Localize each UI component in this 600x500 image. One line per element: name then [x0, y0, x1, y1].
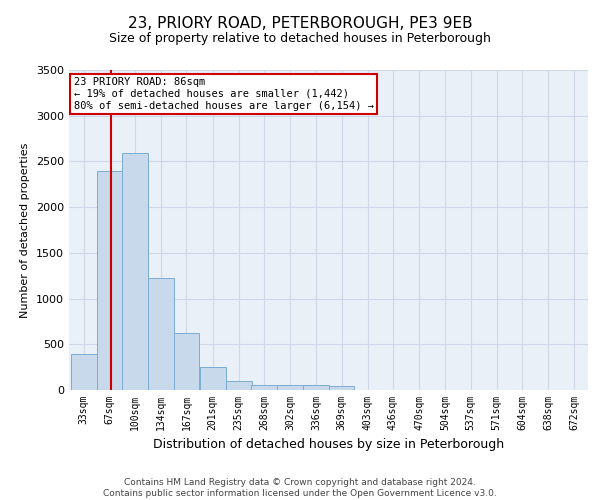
Bar — [71, 354, 97, 390]
Bar — [97, 170, 122, 390]
Bar — [277, 385, 303, 390]
Text: Size of property relative to detached houses in Peterborough: Size of property relative to detached ho… — [109, 32, 491, 45]
Bar — [148, 278, 174, 390]
Bar — [226, 381, 251, 390]
Bar — [200, 367, 226, 390]
Text: Contains HM Land Registry data © Crown copyright and database right 2024.
Contai: Contains HM Land Registry data © Crown c… — [103, 478, 497, 498]
Bar — [173, 334, 199, 390]
Text: 23, PRIORY ROAD, PETERBOROUGH, PE3 9EB: 23, PRIORY ROAD, PETERBOROUGH, PE3 9EB — [128, 16, 472, 31]
Bar — [329, 386, 355, 390]
Text: 23 PRIORY ROAD: 86sqm
← 19% of detached houses are smaller (1,442)
80% of semi-d: 23 PRIORY ROAD: 86sqm ← 19% of detached … — [74, 78, 374, 110]
X-axis label: Distribution of detached houses by size in Peterborough: Distribution of detached houses by size … — [153, 438, 504, 452]
Bar — [251, 384, 277, 390]
Y-axis label: Number of detached properties: Number of detached properties — [20, 142, 31, 318]
Bar — [303, 386, 329, 390]
Bar — [122, 153, 148, 390]
